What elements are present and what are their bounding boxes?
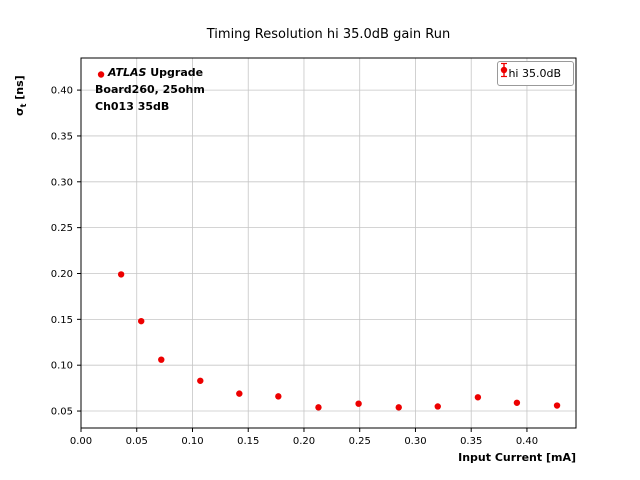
svg-text:0.40: 0.40 [516, 436, 538, 447]
svg-text:0.15: 0.15 [237, 436, 259, 447]
svg-text:0.40: 0.40 [51, 86, 73, 97]
svg-text:0.05: 0.05 [51, 407, 73, 418]
svg-text:0.20: 0.20 [293, 436, 315, 447]
svg-text:0.05: 0.05 [126, 436, 148, 447]
svg-text:0.20: 0.20 [51, 269, 73, 280]
svg-text:0.30: 0.30 [51, 177, 73, 188]
y-axis-label-sigma: σ [13, 107, 26, 116]
annotation-upgrade: Upgrade [146, 66, 204, 79]
y-axis-label-sub: t [19, 103, 29, 108]
y-axis-label: σt [ns] [13, 75, 28, 116]
y-axis-label-units: [ns] [13, 75, 26, 104]
svg-text:0.30: 0.30 [404, 436, 426, 447]
svg-text:0.35: 0.35 [51, 131, 73, 142]
annotation: ATLAS Upgrade Board260, 25ohm Ch013 35dB [95, 64, 205, 115]
legend: hi 35.0dB [497, 61, 574, 86]
annotation-atlas: ATLAS [108, 66, 147, 79]
chart-title: Timing Resolution hi 35.0dB gain Run [206, 27, 451, 42]
annotation-line-2: Board260, 25ohm [95, 83, 205, 96]
svg-text:0.25: 0.25 [349, 436, 371, 447]
svg-text:0.25: 0.25 [51, 223, 73, 234]
annotation-line-1: ATLAS Upgrade [108, 64, 205, 81]
errorbar-marker-icon [501, 62, 508, 78]
svg-text:0.10: 0.10 [51, 361, 73, 372]
x-axis-label: Input Current [mA] [458, 451, 576, 464]
annotation-line-3: Ch013 35dB [95, 100, 170, 113]
svg-text:0.00: 0.00 [70, 436, 92, 447]
svg-text:0.10: 0.10 [181, 436, 203, 447]
legend-label: hi 35.0dB [508, 67, 561, 80]
svg-text:0.15: 0.15 [51, 315, 73, 326]
svg-text:0.35: 0.35 [460, 436, 482, 447]
